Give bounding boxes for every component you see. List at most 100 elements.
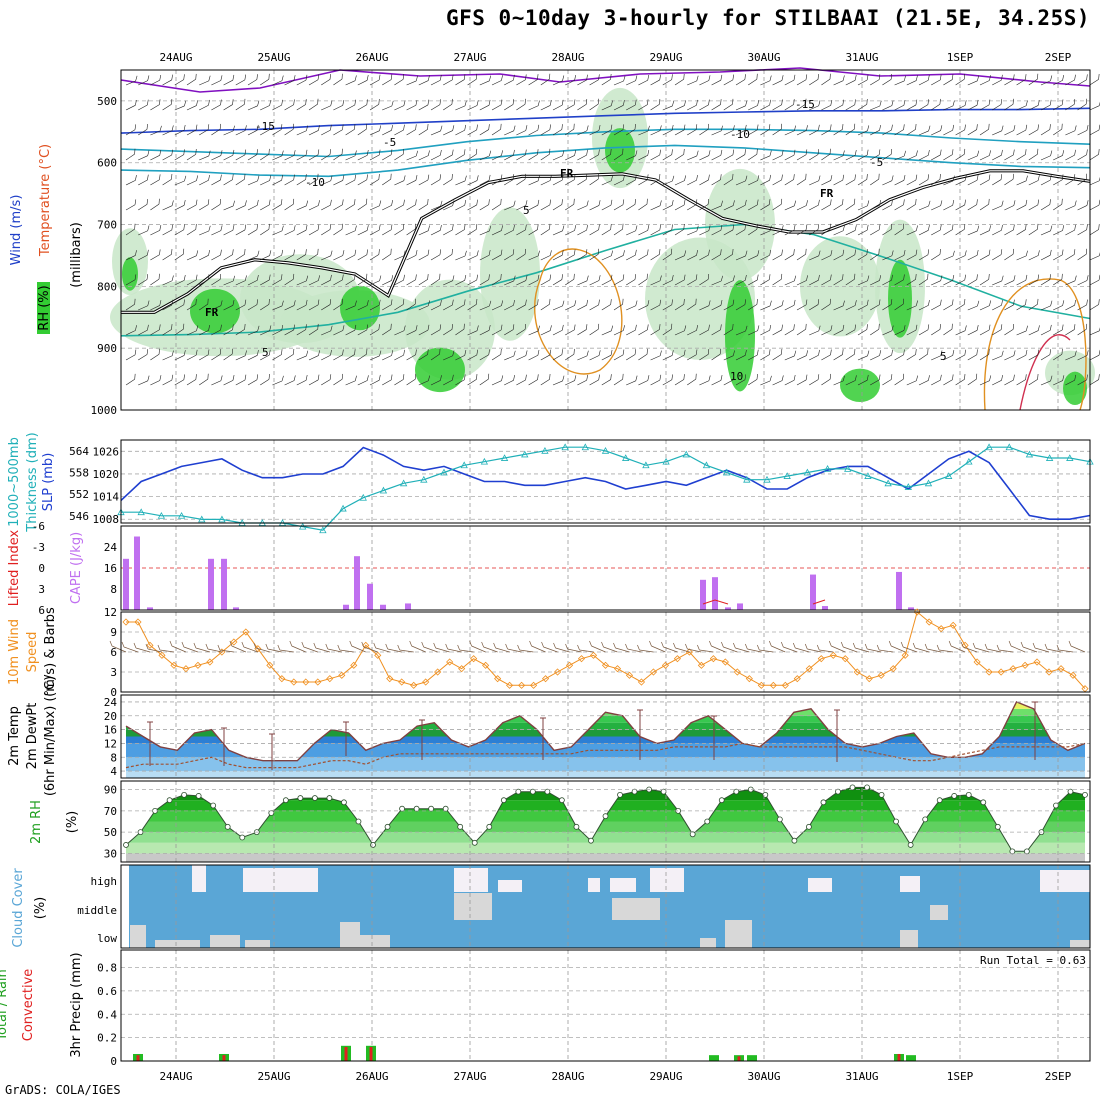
wind-barb	[638, 375, 650, 386]
wind-barb	[943, 374, 954, 386]
thickness-marker	[177, 511, 186, 519]
wind-barb	[260, 100, 272, 111]
cape-tick: 8	[110, 583, 117, 596]
rh-shading	[480, 207, 540, 341]
wind-barb	[552, 150, 565, 161]
wind-barb	[296, 324, 307, 336]
rh-marker	[1053, 802, 1059, 809]
wind-barb	[674, 349, 686, 361]
wind-barb	[796, 299, 808, 311]
wind-barb	[443, 350, 455, 361]
wind-barb	[455, 250, 467, 261]
wind-barb	[260, 199, 271, 211]
x-label-bottom: 24AUG	[159, 1070, 192, 1083]
wind-barb	[809, 100, 821, 111]
temp-band	[126, 715, 1085, 723]
wind-barb	[565, 150, 577, 161]
wind-barb	[1004, 323, 1014, 336]
wind-barb	[601, 299, 612, 311]
cross-section-frame	[120, 69, 1091, 411]
wind-barb-10m	[984, 643, 1002, 653]
wind-barb	[821, 325, 833, 336]
wind-barb-10m	[780, 641, 798, 653]
x-label-bottom: 27AUG	[453, 1070, 486, 1083]
wind-speed-marker	[470, 655, 478, 663]
wind-barb	[308, 299, 320, 311]
wind-barb-10m	[337, 644, 354, 653]
wind-barb	[699, 249, 710, 261]
wind-barb	[772, 174, 783, 186]
wind-barb	[943, 149, 954, 161]
wind-barb	[931, 98, 941, 111]
cape-bar	[712, 577, 718, 610]
x-label-bottom: 2SEP	[1045, 1070, 1072, 1083]
wind-barb	[1077, 299, 1088, 311]
wind-barb	[577, 350, 589, 361]
wind-speed-marker	[194, 661, 202, 669]
wind-barb	[467, 148, 478, 161]
wind-barb	[662, 175, 675, 186]
wind-barb	[565, 75, 576, 86]
wind-barb	[394, 224, 405, 236]
wind-barb	[199, 174, 210, 186]
wind-barb	[796, 149, 808, 161]
wind-barb	[601, 124, 613, 136]
thickness-tick: 558	[69, 466, 89, 479]
wind-barb	[821, 274, 832, 286]
wind-barb	[748, 175, 760, 186]
wind-barb	[223, 224, 235, 236]
wind-barb	[821, 199, 832, 211]
wind-barb	[357, 225, 369, 236]
contour-label: -15	[255, 120, 275, 133]
high-cloud	[900, 876, 920, 892]
wind-barb	[321, 325, 333, 336]
cape-bar	[810, 574, 816, 610]
wind-barb	[577, 99, 588, 111]
wind-barb	[894, 325, 906, 336]
wind-barb	[857, 275, 870, 286]
wind-barb	[662, 374, 673, 386]
wind-barb-10m	[649, 640, 666, 653]
wind-barb	[979, 324, 991, 336]
wind-barb	[345, 249, 357, 261]
wind-barb	[308, 173, 319, 186]
wind-barb	[211, 150, 223, 161]
wind-barb	[809, 349, 820, 361]
wind-barb	[821, 175, 833, 186]
wind-barb	[138, 300, 150, 311]
wind-barb	[626, 249, 637, 261]
thickness-marker	[924, 479, 933, 487]
wind-barb	[504, 99, 515, 111]
wind-barb	[516, 248, 526, 261]
wind-barb	[882, 199, 893, 211]
wind-barb	[247, 199, 259, 211]
wind-barb-10m	[133, 642, 151, 653]
wind-barb	[162, 173, 173, 186]
wind-barb	[772, 348, 783, 361]
ylabel-temperature: Temperature (°C)	[38, 144, 53, 257]
wind-barb	[638, 273, 648, 286]
wind-barb	[174, 323, 185, 336]
wind-barb	[418, 375, 430, 386]
wind-barb	[1040, 150, 1053, 161]
rh-marker	[500, 797, 507, 804]
wind-barb	[674, 124, 686, 136]
wind-barb	[674, 374, 685, 386]
wind-barb	[992, 200, 1004, 211]
wind-barb	[1004, 173, 1014, 186]
x-label-bottom: 26AUG	[355, 1070, 388, 1083]
wind-barb	[626, 123, 636, 136]
y-tick-label: 600	[97, 157, 117, 170]
wind-barb	[870, 248, 880, 261]
wind-barb	[967, 99, 979, 111]
wind-barb	[394, 73, 404, 86]
wind-barb	[333, 274, 344, 286]
wind-barb	[967, 199, 978, 211]
thickness-marker	[319, 526, 327, 534]
wind-barb	[382, 149, 393, 161]
wind-barb	[235, 125, 247, 136]
wind-barb	[186, 124, 198, 136]
wind-barb	[296, 224, 308, 236]
wind-barb	[199, 124, 210, 136]
wind-barb	[1089, 299, 1100, 311]
